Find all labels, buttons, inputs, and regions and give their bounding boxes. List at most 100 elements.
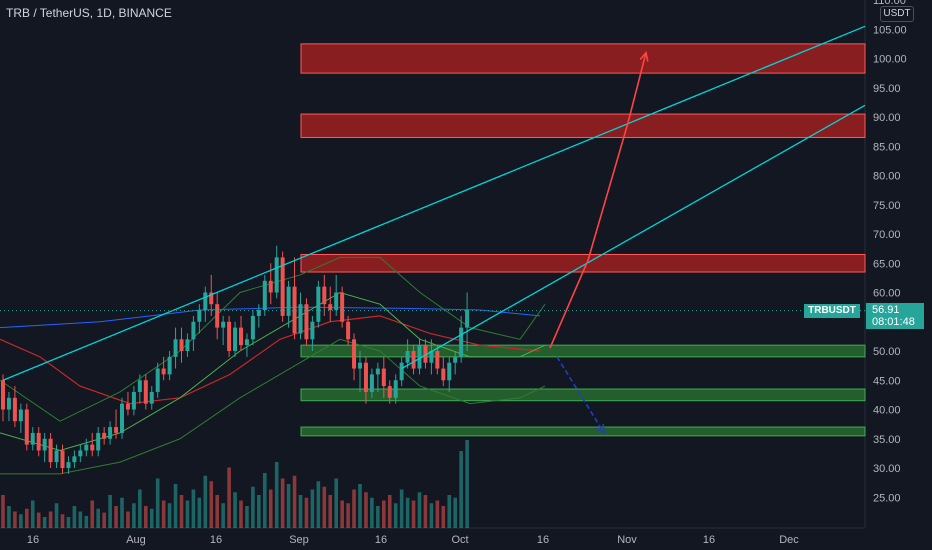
candle-body [36, 432, 41, 451]
time-axis-tick: Aug [126, 534, 146, 546]
volume-bar [233, 492, 237, 528]
candle-body [453, 356, 458, 363]
volume-bar [304, 497, 309, 528]
volume-bar [358, 484, 362, 528]
symbol-badge: TRBUSDT [804, 304, 860, 318]
currency-selector[interactable]: USDT [880, 6, 914, 22]
candle-body [262, 280, 267, 311]
candle-body [459, 327, 464, 357]
volume-bar [465, 440, 469, 528]
volume-bar [84, 515, 89, 528]
candle-body [137, 380, 142, 392]
candle-body [352, 339, 357, 369]
volume-bar [376, 506, 380, 528]
price-axis-tick: 35.00 [873, 434, 901, 446]
price-axis-tick: 105.00 [873, 24, 907, 36]
volume-bar [274, 462, 279, 528]
candle-body [215, 304, 220, 328]
volume-bar [322, 486, 327, 528]
candle-body [346, 321, 351, 340]
candle-body [1, 380, 5, 410]
resistance-zone [300, 43, 866, 74]
time-axis-tick: Nov [617, 534, 637, 546]
volume-bar [191, 489, 196, 528]
time-axis-tick: 16 [703, 534, 715, 546]
candle-body [96, 432, 101, 451]
volume-bar [48, 511, 53, 528]
price-axis-tick: 90.00 [873, 112, 901, 124]
volume-bar [352, 489, 356, 528]
candle-body [411, 351, 416, 369]
support-zone [300, 426, 866, 437]
candle-body [393, 380, 398, 398]
volume-bar [185, 500, 190, 528]
volume-bar [60, 514, 65, 528]
bar-countdown: 08:01:48 [872, 316, 915, 328]
candle-body [102, 432, 107, 439]
volume-bar [72, 506, 77, 528]
last-price: 56.91 [872, 304, 900, 316]
candle-body [244, 339, 249, 346]
time-axis-tick: 16 [210, 534, 222, 546]
volume-bar [42, 517, 47, 528]
candle-body [358, 362, 362, 369]
volume-bar [197, 497, 202, 528]
volume-bar [227, 467, 231, 528]
bollinger-upper [0, 256, 546, 422]
volume-bar [417, 492, 422, 528]
volume-bar [370, 497, 374, 528]
candle-body [6, 397, 11, 410]
volume-bar [96, 508, 100, 528]
volume-bar [334, 478, 338, 528]
candle-body [465, 310, 470, 328]
time-axis-tick: Dec [779, 534, 799, 546]
volume-bar [149, 508, 154, 528]
projection-arrow-down-head [595, 423, 605, 435]
volume-bar [280, 478, 285, 528]
candle-body [298, 304, 303, 334]
price-axis-tick: 65.00 [873, 258, 901, 270]
candle-body [155, 368, 160, 392]
candle-body [167, 356, 172, 375]
volume-bar [215, 495, 219, 528]
volume-bar [138, 489, 142, 528]
candle-body [233, 327, 238, 351]
price-axis-tick: 80.00 [873, 171, 901, 183]
candle-body [179, 339, 184, 351]
resistance-zone [300, 113, 866, 138]
price-axis-tick: 110.00 [873, 0, 906, 7]
volume-bar [399, 489, 404, 528]
candle-body [114, 427, 119, 433]
candle-body [84, 444, 89, 451]
volume-bar [286, 484, 291, 528]
candle-body [18, 409, 23, 422]
volume-bar [292, 475, 297, 528]
last-price-tag: 56.91 08:01:48 [866, 303, 924, 329]
candle-body [405, 351, 410, 363]
volume-bar [405, 497, 410, 528]
volume-bar [316, 481, 321, 528]
price-axis-tick: 25.00 [873, 492, 901, 504]
candle-body [310, 321, 315, 340]
candle-body [30, 432, 35, 445]
bollinger-lower [0, 338, 546, 475]
volume-bar [364, 492, 368, 528]
volume-bar [25, 508, 29, 528]
moving-average-red [0, 315, 541, 405]
candle-body [42, 438, 47, 451]
candle-body [381, 368, 386, 387]
projection-arrow-down [556, 356, 605, 434]
volume-bar [268, 489, 273, 528]
candle-body [322, 286, 327, 305]
price-axis-tick: 75.00 [873, 200, 901, 212]
candle-body [256, 310, 261, 316]
candle-body [369, 374, 374, 392]
volume-bar [19, 514, 23, 528]
projection-arrow-up [549, 52, 647, 349]
volume-bar [382, 500, 386, 528]
volume-bar [66, 517, 71, 528]
candle-body [78, 450, 83, 457]
candle-body [221, 321, 226, 328]
